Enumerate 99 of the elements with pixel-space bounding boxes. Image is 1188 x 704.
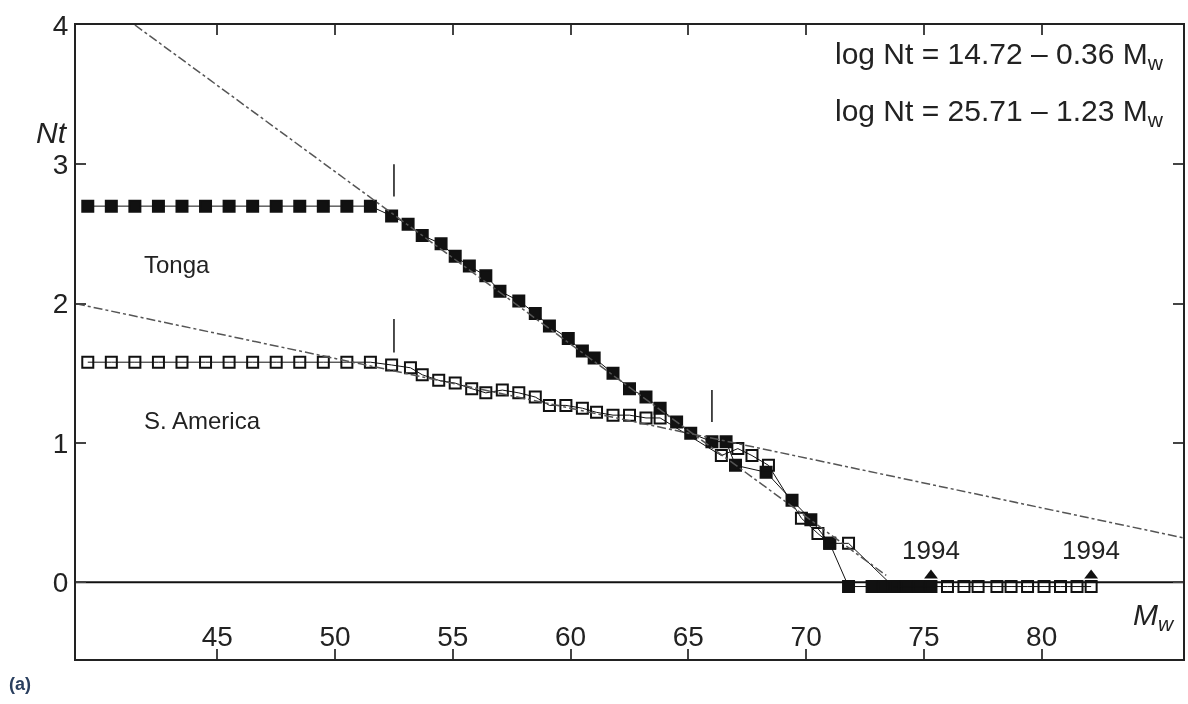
- point: [1054, 580, 1068, 594]
- series-label: Tonga: [144, 251, 211, 278]
- point: [415, 228, 429, 242]
- point: [1021, 580, 1035, 594]
- point: [731, 442, 745, 456]
- point: [495, 383, 509, 397]
- point: [587, 351, 601, 365]
- point: [434, 237, 448, 251]
- point: [653, 411, 667, 425]
- point: [199, 355, 213, 369]
- x-axis-title: M$_{w}$: [1133, 598, 1175, 636]
- point: [745, 449, 759, 463]
- point: [199, 199, 213, 213]
- annotation: log Nt = 25.71 – 1.23 M$_{w}$: [835, 94, 1164, 132]
- annotation: 1994: [1062, 535, 1120, 565]
- y-tick-label: 4: [52, 9, 69, 41]
- point: [623, 408, 636, 422]
- point: [1070, 580, 1084, 594]
- point: [415, 368, 429, 382]
- point: [316, 355, 330, 369]
- point: [448, 249, 462, 263]
- point: [151, 199, 165, 213]
- point: [512, 294, 526, 308]
- point: [528, 306, 542, 320]
- point: [293, 355, 307, 369]
- point: [293, 199, 307, 213]
- x-tick-label: 80: [1026, 621, 1058, 652]
- series-label: S. America: [144, 407, 261, 434]
- point: [363, 355, 377, 369]
- point: [940, 580, 954, 594]
- point: [528, 390, 542, 404]
- y-tick-label: 0: [52, 567, 69, 599]
- x-tick-label: 50: [319, 621, 351, 652]
- point: [104, 199, 118, 213]
- point: [479, 269, 493, 283]
- x-tick-label: 60: [555, 621, 587, 652]
- point: [222, 199, 236, 213]
- point: [811, 527, 825, 541]
- point: [924, 580, 938, 594]
- point: [542, 319, 556, 333]
- point: [81, 199, 95, 213]
- point: [340, 199, 354, 213]
- point: [269, 199, 283, 213]
- point: [590, 405, 604, 419]
- point: [1037, 580, 1051, 594]
- point: [794, 511, 808, 525]
- point: [842, 580, 856, 594]
- x-tick-label: 70: [790, 621, 822, 652]
- point: [479, 386, 493, 400]
- point: [104, 355, 118, 369]
- point: [575, 344, 589, 358]
- point: [316, 199, 330, 213]
- point: [246, 355, 260, 369]
- annotation: 1994: [902, 535, 960, 565]
- point: [971, 580, 985, 594]
- point: [246, 199, 260, 213]
- point: [462, 259, 476, 273]
- y-tick-label: 1: [52, 427, 69, 459]
- x-tick-label: 55: [437, 621, 469, 652]
- point: [512, 386, 526, 400]
- point: [559, 398, 573, 412]
- point: [714, 449, 728, 463]
- x-tick-label: 65: [672, 621, 704, 652]
- point: [401, 217, 415, 231]
- point: [222, 355, 236, 369]
- text: (a): [9, 674, 31, 694]
- point: [81, 355, 95, 369]
- point: [363, 199, 377, 213]
- point: [465, 382, 479, 396]
- point: [432, 373, 446, 387]
- point: [542, 398, 556, 412]
- point: [175, 355, 189, 369]
- point: [128, 199, 142, 213]
- point: [175, 199, 189, 213]
- y-axis-title: Nt: [36, 116, 68, 149]
- point: [151, 355, 165, 369]
- point: [924, 569, 938, 579]
- y-tick-label: 3: [52, 149, 69, 181]
- point: [606, 408, 620, 422]
- point: [385, 209, 399, 223]
- x-tick-label: 75: [908, 621, 940, 652]
- point: [842, 536, 856, 550]
- point: [761, 458, 775, 472]
- point: [269, 355, 283, 369]
- point: [340, 355, 354, 369]
- point: [128, 355, 142, 369]
- point: [639, 411, 653, 425]
- point: [1004, 580, 1018, 594]
- point: [403, 361, 417, 375]
- point: [385, 358, 399, 372]
- point: [448, 376, 462, 390]
- x-tick-label: 45: [201, 621, 233, 652]
- point: [957, 580, 971, 594]
- y-tick-label: 2: [52, 288, 69, 320]
- point: [575, 401, 589, 415]
- point: [1084, 580, 1098, 594]
- point: [561, 332, 575, 346]
- annotation: log Nt = 14.72 – 0.36 M$_{w}$: [835, 37, 1164, 75]
- point: [990, 580, 1004, 594]
